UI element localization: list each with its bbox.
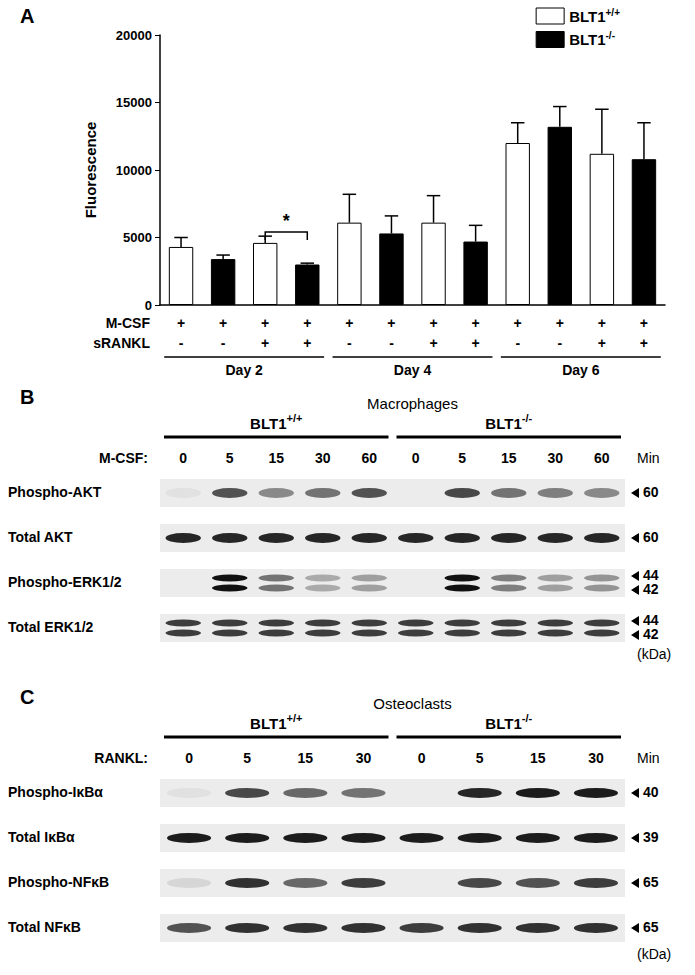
svg-text:Day 6: Day 6: [562, 362, 600, 378]
svg-text:Phospho-ERK1/2: Phospho-ERK1/2: [8, 574, 122, 590]
svg-text:B: B: [20, 386, 34, 408]
svg-text:Macrophages: Macrophages: [367, 395, 458, 412]
svg-text:BLT1-/-: BLT1-/-: [485, 412, 532, 432]
svg-text:0: 0: [412, 450, 420, 466]
svg-text:-: -: [347, 335, 352, 351]
svg-text:Total AKT: Total AKT: [8, 529, 73, 545]
svg-text:-: -: [179, 335, 184, 351]
svg-text:-: -: [389, 335, 394, 351]
svg-text:5: 5: [458, 450, 466, 466]
svg-text:+: +: [177, 315, 185, 331]
svg-text:Total IκBα: Total IκBα: [8, 829, 75, 845]
svg-text:+: +: [303, 335, 311, 351]
svg-text:60: 60: [643, 484, 659, 500]
svg-text:15: 15: [501, 450, 517, 466]
svg-text:42: 42: [643, 626, 659, 642]
svg-text:5000: 5000: [123, 230, 152, 245]
svg-text:Total ERK1/2: Total ERK1/2: [8, 619, 94, 635]
svg-text:BLT1: BLT1: [569, 31, 605, 48]
svg-text:Total NFκB: Total NFκB: [8, 919, 81, 935]
svg-text:+: +: [472, 315, 480, 331]
svg-text:Day 4: Day 4: [394, 362, 432, 378]
svg-text:BLT1-/-: BLT1-/-: [485, 712, 532, 732]
svg-text:BLT1: BLT1: [569, 8, 605, 25]
svg-text:+: +: [387, 315, 395, 331]
svg-text:Phospho-IκBα: Phospho-IκBα: [8, 784, 103, 800]
svg-text:30: 30: [356, 750, 372, 766]
svg-text:44: 44: [643, 566, 659, 583]
svg-text:Fluorescence: Fluorescence: [82, 122, 99, 219]
svg-text:-/-: -/-: [606, 30, 615, 41]
svg-text:RANKL:: RANKL:: [94, 750, 148, 766]
svg-text:Min: Min: [637, 450, 660, 466]
svg-text:Day 2: Day 2: [225, 362, 263, 378]
svg-text:15: 15: [530, 750, 546, 766]
svg-text:(kDa): (kDa): [637, 646, 671, 662]
svg-text:0: 0: [179, 450, 187, 466]
svg-text:+: +: [598, 315, 606, 331]
svg-text:A: A: [20, 5, 34, 27]
svg-text:+: +: [261, 315, 269, 331]
svg-text:+: +: [345, 315, 353, 331]
svg-text:M-CSF:: M-CSF:: [99, 450, 148, 466]
svg-text:+: +: [219, 315, 227, 331]
svg-text:+: +: [556, 315, 564, 331]
svg-text:15: 15: [268, 450, 284, 466]
svg-text:+: +: [598, 335, 606, 351]
svg-text:0: 0: [418, 750, 426, 766]
svg-text:BLT1+/+: BLT1+/+: [250, 712, 302, 732]
svg-text:60: 60: [643, 529, 659, 545]
svg-text:10000: 10000: [116, 163, 152, 178]
svg-text:Min: Min: [637, 750, 660, 766]
svg-text:C: C: [20, 686, 34, 708]
svg-text:30: 30: [588, 750, 604, 766]
svg-text:+: +: [514, 315, 522, 331]
svg-text:30: 30: [315, 450, 331, 466]
svg-text:60: 60: [361, 450, 377, 466]
svg-text:*: *: [283, 211, 290, 231]
svg-text:0: 0: [145, 298, 152, 313]
svg-text:+/+: +/+: [606, 7, 621, 18]
svg-text:20000: 20000: [116, 28, 152, 43]
svg-text:30: 30: [547, 450, 563, 466]
svg-text:sRANKL: sRANKL: [93, 335, 150, 351]
svg-text:+: +: [640, 315, 648, 331]
svg-text:15: 15: [298, 750, 314, 766]
svg-text:5: 5: [243, 750, 251, 766]
svg-text:+: +: [472, 335, 480, 351]
svg-text:44: 44: [643, 611, 659, 628]
svg-text:40: 40: [643, 784, 659, 800]
svg-text:5: 5: [226, 450, 234, 466]
svg-text:Osteoclasts: Osteoclasts: [373, 695, 451, 712]
svg-text:-: -: [557, 335, 562, 351]
svg-text:Phospho-AKT: Phospho-AKT: [8, 484, 102, 500]
svg-text:5: 5: [476, 750, 484, 766]
svg-text:39: 39: [643, 829, 659, 845]
svg-text:(kDa): (kDa): [637, 946, 671, 962]
svg-text:15000: 15000: [116, 95, 152, 110]
svg-text:+: +: [640, 335, 648, 351]
svg-text:42: 42: [643, 581, 659, 597]
svg-text:65: 65: [643, 874, 659, 890]
svg-text:65: 65: [643, 919, 659, 935]
svg-text:+: +: [429, 315, 437, 331]
svg-text:0: 0: [185, 750, 193, 766]
svg-text:BLT1+/+: BLT1+/+: [250, 412, 302, 432]
svg-text:M-CSF: M-CSF: [106, 315, 151, 331]
svg-text:60: 60: [594, 450, 610, 466]
svg-text:+: +: [429, 335, 437, 351]
svg-text:Phospho-NFκB: Phospho-NFκB: [8, 874, 109, 890]
svg-text:+: +: [261, 335, 269, 351]
svg-text:-: -: [515, 335, 520, 351]
svg-text:+: +: [303, 315, 311, 331]
svg-text:-: -: [221, 335, 226, 351]
